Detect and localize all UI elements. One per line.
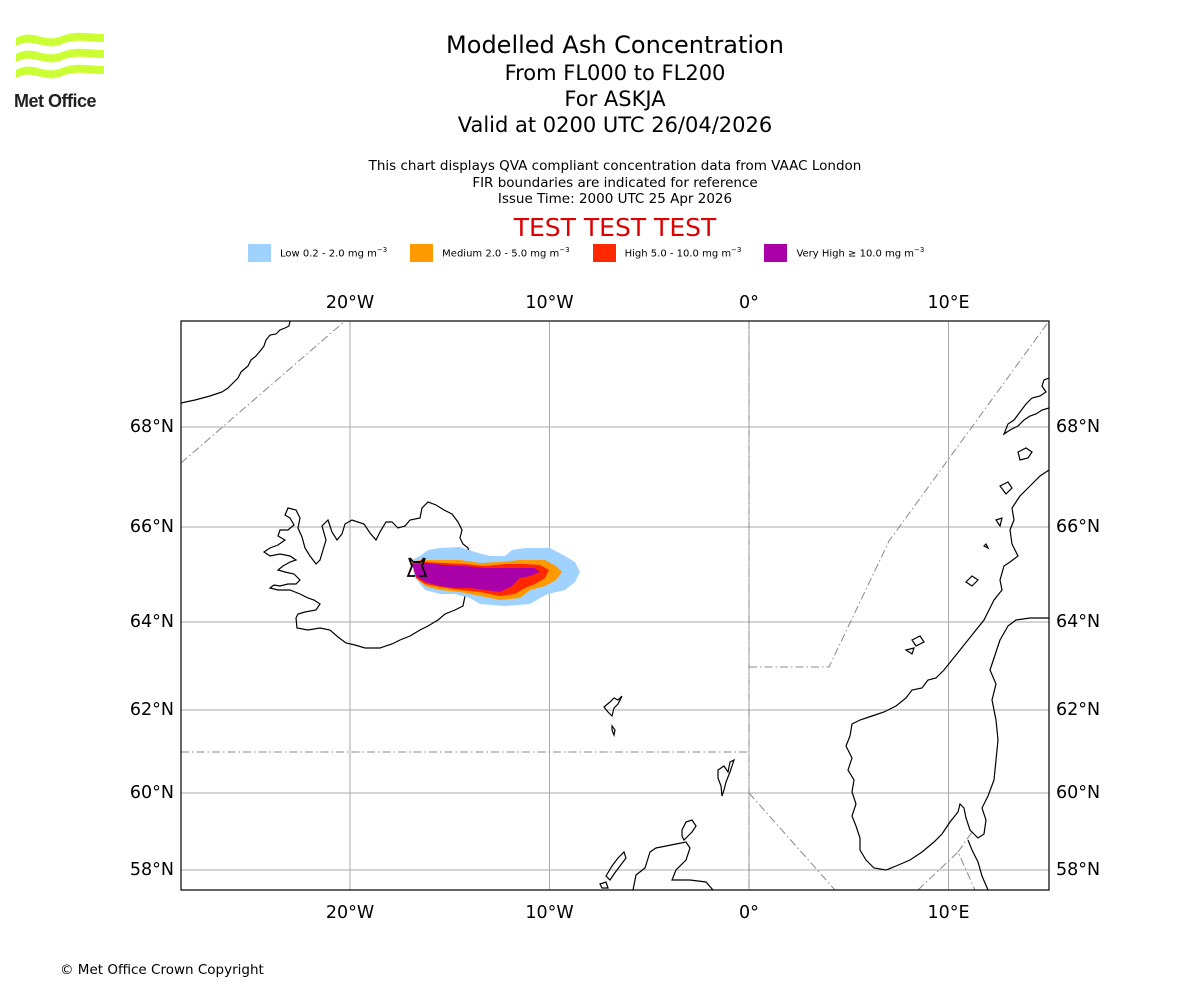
lat-tick-label-left: 64°N [130, 612, 174, 632]
lat-tick-label-right: 66°N [1056, 517, 1100, 537]
lon-tick-label-bottom: 10°E [927, 903, 969, 923]
lon-tick-label-top: 20°W [326, 293, 374, 313]
legend-label-medium: Medium 2.0 - 5.0 mg m [442, 248, 560, 260]
lat-tick-label-left: 58°N [130, 860, 174, 880]
issue-time: Issue Time: 2000 UTC 25 Apr 2026 [497, 191, 733, 207]
valid-time: Valid at 0200 UTC 26/04/2026 [457, 113, 773, 137]
lat-tick-label-left: 68°N [130, 417, 174, 437]
legend-item-low: Low 0.2 - 2.0 mg m−3 [248, 244, 387, 262]
coastline-orkney [681, 819, 697, 842]
fir-boundaries [181, 321, 1049, 890]
chart-title: Modelled Ash Concentration [446, 31, 784, 59]
data-source-note: This chart displays QVA compliant concen… [368, 158, 862, 174]
legend-item-very-high: Very High ≥ 10.0 mg m−3 [764, 244, 924, 262]
coastline-greenland [181, 321, 291, 404]
legend: Low 0.2 - 2.0 mg m−3 Medium 2.0 - 5.0 mg… [248, 244, 924, 262]
flight-level-range: From FL000 to FL200 [504, 61, 726, 85]
fir-boundary-sweden-2 [957, 831, 973, 853]
volcano-name: For ASKJA [564, 87, 666, 111]
lon-tick-label-top: 10°W [525, 293, 573, 313]
met-office-logo: Met Office [14, 30, 106, 112]
title-block: Modelled Ash Concentration From FL000 to… [0, 30, 1200, 138]
lon-tick-label-bottom: 0° [739, 903, 759, 923]
legend-item-medium: Medium 2.0 - 5.0 mg m−3 [410, 244, 570, 262]
legend-label-high: High 5.0 - 10.0 mg m [624, 248, 732, 260]
lat-tick-label-right: 68°N [1056, 417, 1100, 437]
lon-tick-label-top: 0° [739, 293, 759, 313]
legend-swatch-very-high [764, 244, 788, 262]
fir-boundary-se [748, 792, 836, 890]
lat-tick-label-right: 62°N [1056, 700, 1100, 720]
logo-text: Met Office [14, 91, 97, 111]
ash-plume [412, 547, 580, 606]
copyright-notice: © Met Office Crown Copyright [60, 962, 264, 978]
gridlines [181, 321, 1049, 890]
lat-tick-label-right: 58°N [1056, 860, 1100, 880]
legend-swatch-medium [410, 244, 434, 262]
lon-tick-label-bottom: 20°W [326, 903, 374, 923]
lon-tick-label-top: 10°E [927, 293, 969, 313]
map-frame [180, 320, 1050, 891]
ash-very-high-region [412, 563, 540, 592]
met-office-wave-logo-icon [16, 32, 104, 79]
coastline-hebrides [599, 850, 627, 889]
legend-label-very-high: Very High ≥ 10.0 mg m [796, 248, 915, 260]
fir-note: FIR boundaries are indicated for referen… [472, 174, 758, 191]
volcano-marker-icon [406, 557, 428, 577]
lat-tick-label-right: 60°N [1056, 783, 1100, 803]
test-banner: TEST TEST TEST [513, 213, 717, 242]
tick-labels: 20°W 20°W 10°W 10°W 0° 0° 10°E 10°E 68°N 68°N 66°N… [130, 293, 1100, 923]
lat-tick-label-left: 66°N [130, 517, 174, 537]
coastline-shetland [717, 758, 736, 797]
legend-label-low: Low 0.2 - 2.0 mg m [280, 248, 377, 260]
coastline-norway [845, 377, 1049, 871]
fir-boundary-sweden [917, 851, 976, 890]
coastline-faroe [603, 695, 623, 738]
lon-tick-label-bottom: 10°W [525, 903, 573, 923]
lat-tick-label-left: 60°N [130, 783, 174, 803]
subtitle-block: This chart displays QVA compliant concen… [0, 158, 1200, 208]
coastline-scotland [632, 841, 714, 890]
coastline-iceland [262, 501, 471, 649]
fir-boundary-norway-box [749, 321, 1049, 668]
lat-tick-label-right: 64°N [1056, 612, 1100, 632]
legend-swatch-low [248, 244, 271, 262]
legend-item-high: High 5.0 - 10.0 mg m−3 [592, 244, 741, 262]
coastline-sweden-edge [967, 839, 989, 890]
lat-tick-label-left: 62°N [130, 700, 174, 720]
coastline-norway-islands [904, 447, 1033, 655]
legend-swatch-high [592, 244, 616, 262]
fir-boundary-nw [181, 321, 346, 464]
coastlines [181, 321, 1049, 890]
